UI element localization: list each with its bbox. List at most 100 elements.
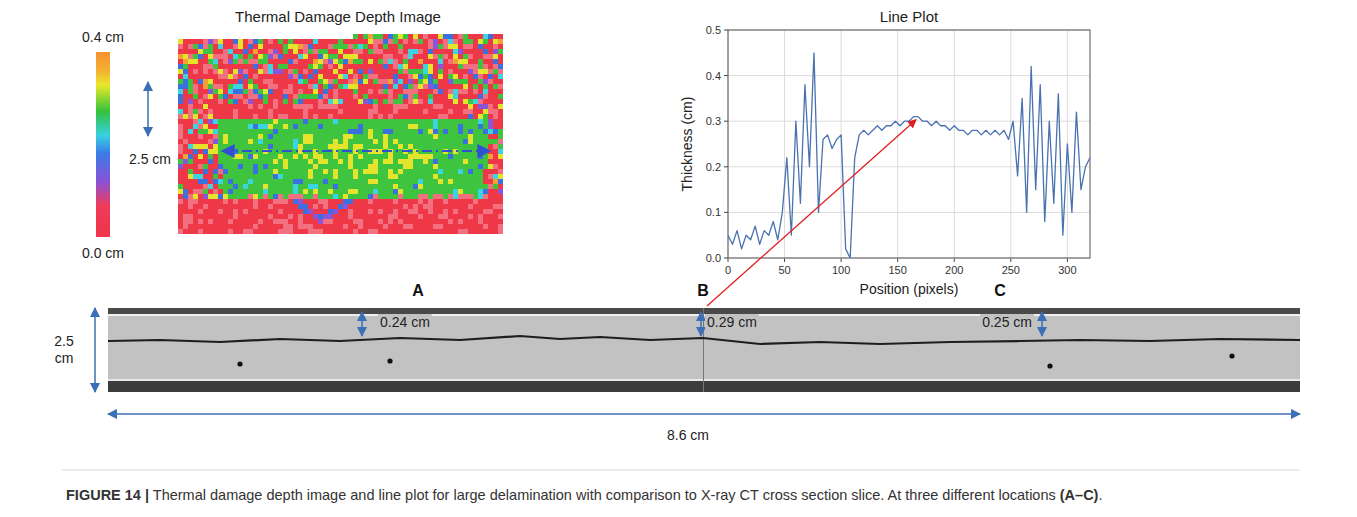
image-pixel [248, 154, 253, 159]
image-pixel [183, 94, 188, 99]
image-pixel [328, 49, 333, 54]
image-pixel [378, 74, 383, 79]
image-pixel [183, 134, 188, 139]
image-pixel [258, 184, 263, 189]
image-pixel [183, 164, 188, 169]
image-pixel [473, 54, 478, 59]
image-pixel [313, 79, 318, 84]
image-pixel [423, 129, 428, 134]
image-pixel [213, 69, 218, 74]
image-pixel [338, 49, 343, 54]
image-pixel [463, 49, 468, 54]
image-pixel [373, 104, 378, 109]
image-pixel [288, 99, 293, 104]
image-pixel [263, 184, 268, 189]
image-pixel [303, 104, 308, 109]
image-pixel [223, 64, 228, 69]
image-pixel [218, 94, 223, 99]
image-pixel [268, 174, 273, 179]
image-pixel [188, 119, 193, 124]
image-pixel [348, 54, 353, 59]
image-pixel [498, 44, 503, 49]
image-pixel [283, 144, 288, 149]
image-pixel [298, 44, 303, 49]
image-pixel [388, 129, 393, 134]
image-pixel [248, 89, 253, 94]
image-pixel [208, 94, 213, 99]
image-pixel [388, 169, 393, 174]
image-pixel [498, 129, 503, 134]
image-pixel [403, 69, 408, 74]
image-pixel [333, 169, 338, 174]
image-pixel [403, 74, 408, 79]
image-pixel [198, 49, 203, 54]
image-pixel [238, 139, 243, 144]
image-pixel [298, 64, 303, 69]
image-pixel [293, 179, 298, 184]
image-pixel [463, 114, 468, 119]
image-pixel [393, 44, 398, 49]
image-pixel [208, 104, 213, 109]
image-pixel [193, 89, 198, 94]
image-pixel [418, 174, 423, 179]
image-pixel [423, 49, 428, 54]
image-pixel [198, 159, 203, 164]
image-pixel [363, 44, 368, 49]
image-pixel [478, 159, 483, 164]
image-pixel [203, 49, 208, 54]
image-pixel [178, 104, 183, 109]
image-pixel [233, 119, 238, 124]
image-pixel [218, 99, 223, 104]
image-pixel [178, 49, 183, 54]
image-pixel [303, 114, 308, 119]
image-pixel [188, 169, 193, 174]
image-pixel [213, 74, 218, 79]
image-pixel [328, 89, 333, 94]
image-pixel [198, 164, 203, 169]
image-pixel [308, 99, 313, 104]
image-pixel [323, 99, 328, 104]
image-pixel [328, 159, 333, 164]
image-pixel [313, 44, 318, 49]
image-pixel [483, 159, 488, 164]
image-pixel [313, 129, 318, 134]
image-pixel [493, 154, 498, 159]
image-pixel [228, 189, 233, 194]
image-pixel [448, 39, 453, 44]
image-pixel [343, 39, 348, 44]
image-pixel [208, 59, 213, 64]
image-pixel [193, 114, 198, 119]
image-pixel [243, 49, 248, 54]
image-pixel [213, 169, 218, 174]
image-pixel [283, 154, 288, 159]
image-pixel [248, 144, 253, 149]
image-pixel [208, 134, 213, 139]
image-pixel [488, 164, 493, 169]
image-pixel [273, 99, 278, 104]
image-pixel [438, 39, 443, 44]
image-pixel [353, 169, 358, 174]
image-pixel [423, 69, 428, 74]
image-pixel [433, 39, 438, 44]
image-pixel [308, 104, 313, 109]
image-pixel [208, 169, 213, 174]
image-pixel [208, 184, 213, 189]
image-pixel [293, 129, 298, 134]
image-pixel [373, 59, 378, 64]
image-pixel [448, 164, 453, 169]
image-pixel [263, 179, 268, 184]
image-pixel [383, 99, 388, 104]
image-pixel [298, 89, 303, 94]
image-pixel [493, 134, 498, 139]
image-pixel [343, 104, 348, 109]
image-pixel [348, 124, 353, 129]
image-pixel [418, 129, 423, 134]
image-pixel [493, 159, 498, 164]
image-pixel [463, 164, 468, 169]
image-pixel [483, 124, 488, 129]
image-pixel [318, 159, 323, 164]
image-pixel [378, 39, 383, 44]
image-pixel [483, 74, 488, 79]
image-pixel [333, 59, 338, 64]
image-pixel [423, 169, 428, 174]
